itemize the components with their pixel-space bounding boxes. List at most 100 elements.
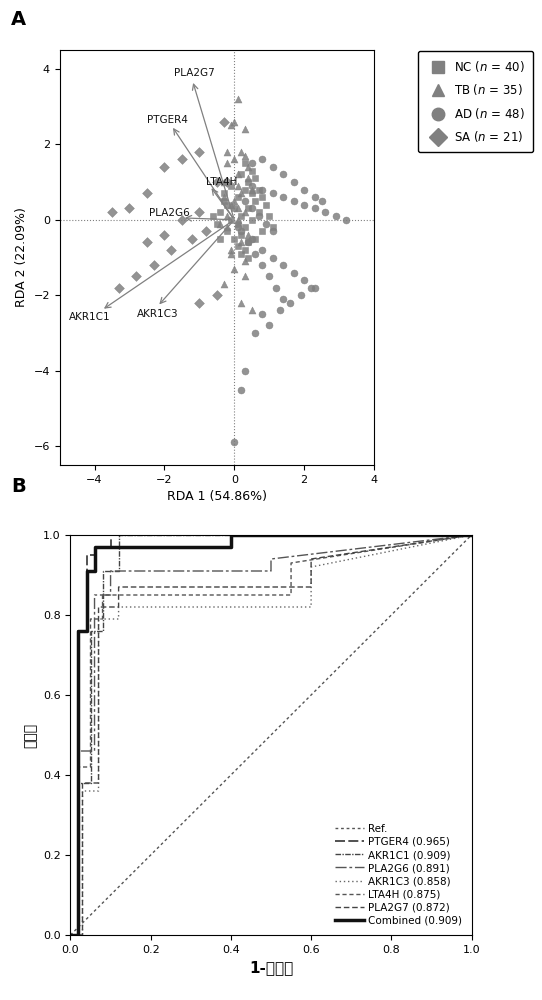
Point: [195, 204, 204, 220]
Combined (0.909): [83, 625, 90, 637]
PLA2G6 (0.891): [75, 745, 82, 757]
Point: [265, 208, 274, 224]
Point: [310, 280, 319, 296]
Point: [216, 216, 224, 232]
Point: [296, 287, 305, 303]
Combined (0.909): [83, 565, 90, 577]
Point: [244, 170, 253, 186]
PLA2G7 (0.872): [67, 929, 74, 941]
PTGER4 (0.965): [75, 929, 82, 941]
Point: [247, 212, 256, 228]
Point: [244, 200, 253, 216]
Text: PTGER4: PTGER4: [147, 115, 188, 125]
Point: [241, 242, 249, 258]
Point: [234, 238, 242, 254]
Point: [237, 234, 246, 250]
Point: [341, 212, 350, 228]
Point: [160, 159, 169, 175]
Point: [244, 227, 253, 243]
LTA4H (0.875): [99, 589, 106, 601]
Text: PLA2G6: PLA2G6: [149, 208, 190, 218]
Point: [247, 231, 256, 247]
Point: [289, 174, 298, 190]
Point: [234, 219, 242, 235]
AKR1C3 (0.858): [95, 785, 102, 797]
AKR1C1 (0.909): [75, 777, 82, 789]
Point: [321, 204, 330, 220]
Point: [230, 151, 238, 167]
Combined (0.909): [91, 565, 98, 577]
Point: [220, 189, 228, 205]
Point: [178, 212, 186, 228]
Combined (0.909): [75, 929, 82, 941]
Point: [227, 117, 235, 133]
PLA2G6 (0.891): [268, 565, 274, 577]
Point: [289, 265, 298, 281]
Combined (0.909): [228, 541, 234, 553]
PLA2G7 (0.872): [79, 777, 86, 789]
Point: [237, 295, 246, 311]
AKR1C1 (0.909): [115, 565, 122, 577]
X-axis label: 1-特异度: 1-特异度: [249, 960, 293, 975]
PTGER4 (0.965): [107, 529, 114, 541]
Point: [230, 114, 238, 130]
Point: [247, 178, 256, 194]
PLA2G6 (0.891): [75, 929, 82, 941]
Text: AKR1C1: AKR1C1: [68, 312, 110, 322]
LTA4H (0.875): [288, 589, 294, 601]
Point: [195, 144, 204, 160]
Point: [241, 193, 249, 209]
AKR1C1 (0.909): [75, 929, 82, 941]
LTA4H (0.875): [87, 613, 94, 625]
Point: [223, 223, 231, 239]
Point: [223, 197, 231, 213]
Point: [241, 363, 249, 379]
AKR1C3 (0.858): [115, 613, 122, 625]
PLA2G6 (0.891): [67, 929, 74, 941]
Line: LTA4H (0.875): LTA4H (0.875): [70, 535, 472, 935]
PTGER4 (0.965): [107, 541, 114, 553]
Point: [251, 246, 260, 262]
Text: B: B: [11, 477, 25, 496]
Point: [247, 200, 256, 216]
LTA4H (0.875): [75, 929, 82, 941]
PLA2G6 (0.891): [91, 589, 98, 601]
Combined (0.909): [67, 929, 74, 941]
Point: [216, 204, 224, 220]
Point: [275, 302, 284, 318]
Point: [261, 197, 270, 213]
Point: [244, 234, 253, 250]
Point: [279, 189, 287, 205]
Point: [241, 155, 249, 171]
Point: [223, 219, 231, 235]
Line: PLA2G6 (0.891): PLA2G6 (0.891): [70, 535, 472, 935]
Point: [331, 208, 340, 224]
PTGER4 (0.965): [67, 929, 74, 941]
Point: [254, 208, 263, 224]
Point: [220, 193, 228, 209]
Point: [258, 182, 267, 198]
Text: PLA2G7: PLA2G7: [174, 68, 215, 78]
PLA2G7 (0.872): [95, 777, 102, 789]
Point: [237, 246, 246, 262]
Legend: NC ($n$ = 40), TB ($n$ = 35), AD ($n$ = 48), SA ($n$ = 21): NC ($n$ = 40), TB ($n$ = 35), AD ($n$ = …: [418, 51, 533, 152]
Point: [268, 223, 277, 239]
Point: [268, 249, 277, 265]
AKR1C3 (0.858): [79, 785, 86, 797]
Y-axis label: 敏感度: 敏感度: [23, 722, 37, 748]
Point: [212, 216, 221, 232]
Text: A: A: [11, 10, 26, 29]
Combined (0.909): [75, 625, 82, 637]
Point: [220, 185, 228, 201]
PLA2G6 (0.891): [91, 745, 98, 757]
Point: [300, 272, 308, 288]
Point: [167, 242, 176, 258]
Point: [234, 212, 242, 228]
PTGER4 (0.965): [268, 529, 274, 541]
Point: [241, 121, 249, 137]
Point: [125, 200, 134, 216]
Combined (0.909): [228, 529, 234, 541]
Point: [317, 193, 326, 209]
Point: [195, 295, 204, 311]
PLA2G7 (0.872): [115, 601, 122, 613]
